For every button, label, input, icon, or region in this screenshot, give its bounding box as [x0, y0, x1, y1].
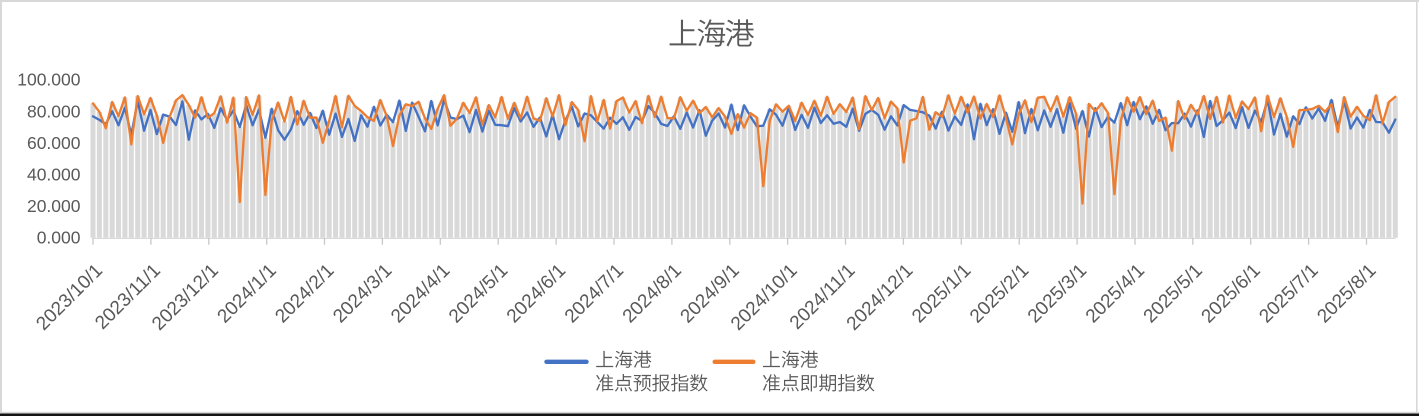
svg-text:80.000: 80.000	[27, 101, 81, 121]
svg-text:20.000: 20.000	[27, 196, 81, 216]
svg-text:0.000: 0.000	[37, 228, 81, 248]
svg-text:60.000: 60.000	[27, 133, 81, 153]
svg-text:40.000: 40.000	[27, 164, 81, 184]
svg-text:100.000: 100.000	[17, 70, 81, 90]
